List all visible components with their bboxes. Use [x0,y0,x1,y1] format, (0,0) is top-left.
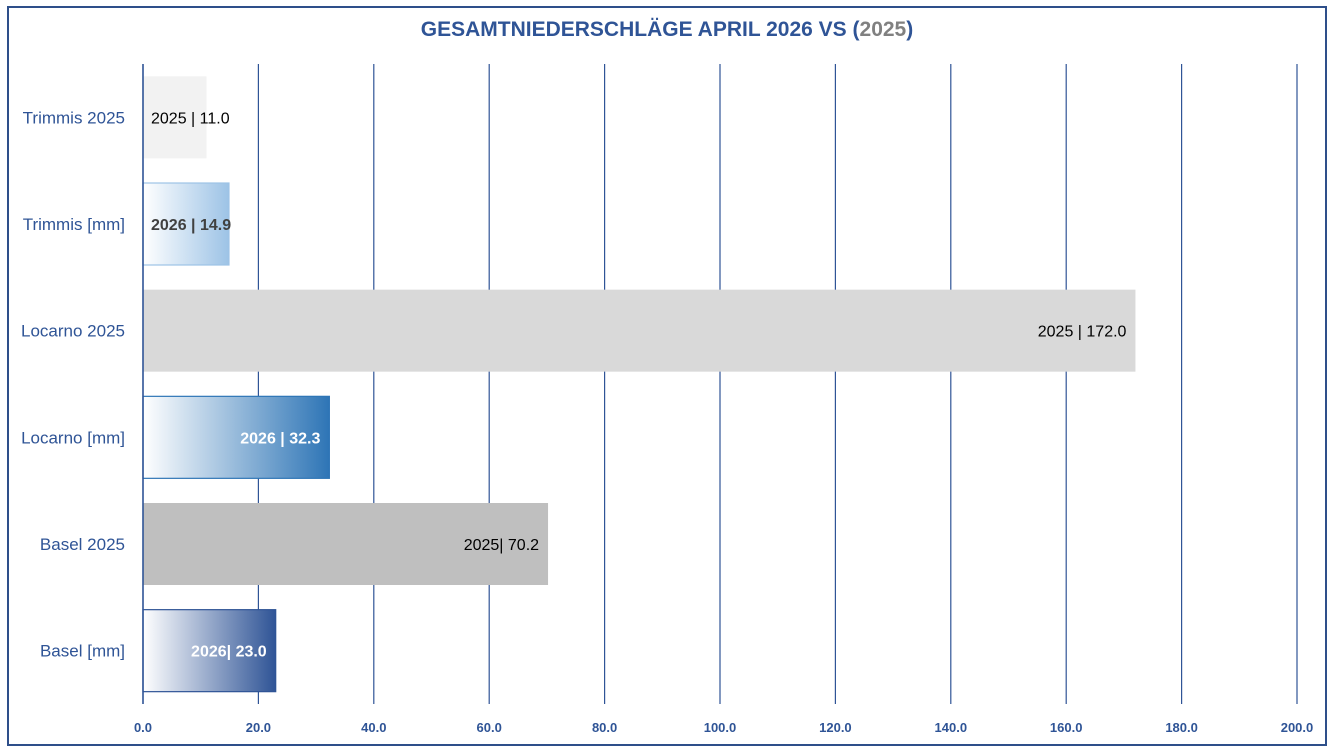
chart-title: GESAMTNIEDERSCHLÄGE APRIL 2026 VS (2025) [0,18,1334,42]
x-tick-label: 200.0 [1281,720,1314,735]
x-tick-label: 160.0 [1050,720,1083,735]
bar-data-label: 2026 | 32.3 [240,430,320,447]
bar-locarno-mm [142,395,330,479]
bar-data-label: 2025| 70.2 [464,537,539,554]
bar-locarno-2025 [143,289,1136,372]
bar-data-label: 2026 | 14.9 [151,217,231,234]
y-category-label: Locarno 2025 [21,322,125,341]
x-tick-label: 100.0 [704,720,737,735]
x-tick-label: 20.0 [246,720,271,735]
bar-basel-2025 [143,503,549,585]
y-category-label: Locarno [mm] [21,428,125,447]
y-category-label: Basel 2025 [40,535,125,554]
bar-data-label: 2025 | 172.0 [1038,324,1127,341]
grid-layer [257,64,1298,704]
y-category-label: Trimmis 2025 [23,108,125,127]
bar-layer [142,76,1136,693]
x-tick-label: 140.0 [935,720,968,735]
x-tick-label: 80.0 [592,720,617,735]
chart-title-main: GESAMTNIEDERSCHLÄGE APRIL 2026 VS ( [420,18,860,41]
bar-trimmis-mm [142,182,230,266]
bar-data-label: 2025 | 11.0 [151,110,230,127]
y-category-label: Basel [mm] [40,642,125,661]
bar-basel-mm [142,609,277,693]
bar-trimmis-2025 [143,76,207,159]
chart-title-year: 2025 [859,18,907,41]
x-tick-label: 40.0 [361,720,386,735]
x-tick-label: 180.0 [1165,720,1198,735]
x-tick-label: 60.0 [477,720,502,735]
label-layer: 0.0 20.0 40.0 60.0 80.0 100.0 120.0 140.0 160.0 1… [21,108,1313,735]
y-category-label: Trimmis [mm] [23,215,125,234]
x-tick-label: 120.0 [819,720,852,735]
x-tick-label: 0.0 [134,720,152,735]
bar-data-label: 2026| 23.0 [191,644,267,661]
chart-title-close: ) [906,18,914,41]
